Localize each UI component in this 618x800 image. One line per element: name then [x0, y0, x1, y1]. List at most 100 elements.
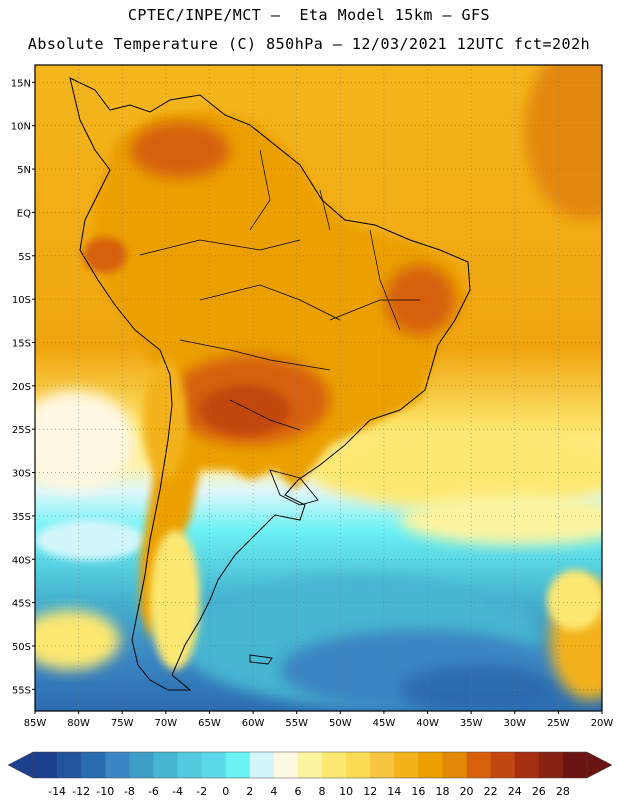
colorbar-box	[346, 752, 371, 778]
colorbar-box	[322, 752, 347, 778]
colorbar-label: 8	[319, 785, 326, 798]
arrow-right-icon	[586, 751, 613, 779]
lon-label: 20W	[591, 718, 614, 729]
colorbar-label: -6	[148, 785, 159, 798]
colorbar-label: -2	[196, 785, 207, 798]
lon-label: 25W	[547, 718, 570, 729]
colorbar-label: 28	[556, 785, 570, 798]
colorbar-label: 10	[339, 785, 353, 798]
lon-label: 30W	[503, 718, 526, 729]
arrow-left-icon	[7, 751, 34, 779]
colorbar-label: -12	[72, 785, 90, 798]
warm-tail-east-edge	[547, 570, 602, 630]
lat-label: 10N	[11, 122, 31, 133]
lon-label: 45W	[373, 718, 396, 729]
colorbar-label: 4	[270, 785, 277, 798]
lat-label: 40S	[12, 555, 31, 566]
colorbar-outline	[32, 751, 588, 779]
hot-core-chaco	[200, 385, 290, 435]
colorbar-box	[225, 752, 251, 778]
lat-label: 15S	[12, 338, 31, 349]
lat-label: 35S	[12, 512, 31, 523]
colorbar-label: 16	[411, 785, 425, 798]
country-borders	[139, 149, 420, 431]
colorbar-label: -10	[96, 785, 114, 798]
colorbar-box	[442, 752, 467, 778]
colorbar-box	[249, 752, 275, 778]
colorbar-box	[153, 752, 178, 778]
lon-label: 35W	[460, 718, 483, 729]
hot-spot-peru	[83, 237, 127, 273]
colorbar-box	[57, 752, 82, 778]
rio-de-la-plata-outline	[269, 469, 319, 506]
colorbar-label: 22	[484, 785, 498, 798]
subtropical-band	[310, 430, 602, 510]
lat-label: EQ	[17, 208, 31, 219]
map-subtitle: Absolute Temperature (C) 850hPa — 12/03/…	[27, 35, 591, 53]
lon-label: 55W	[285, 718, 308, 729]
colorbar-box	[514, 752, 540, 778]
latitude-labels: 15N 10N 5N EQ 5S 10S 15S 20S 25S 30S 35S 40S 45S 50S 5…	[11, 78, 31, 696]
colorbar-label: 18	[435, 785, 449, 798]
map-title: CPTEC/INPE/MCT — Eta Model 15km — GFS	[127, 6, 491, 24]
lat-label: 30S	[12, 469, 31, 480]
hot-spot-venezuela	[130, 122, 230, 178]
lon-label: 50W	[329, 718, 352, 729]
lat-label: 50S	[12, 642, 31, 653]
lat-label: 5S	[18, 252, 31, 263]
pacific-cool-patch	[35, 390, 135, 490]
lon-label: 75W	[111, 718, 134, 729]
colorbar-label: -14	[48, 785, 66, 798]
lon-label: 40W	[416, 718, 439, 729]
colorbar-label: -4	[172, 785, 183, 798]
colorbar-box	[538, 752, 564, 778]
lat-label: 45S	[12, 599, 31, 610]
colorbar-label: 26	[532, 785, 546, 798]
colorbar-label: 14	[387, 785, 401, 798]
colorbar-box	[562, 752, 588, 778]
pacific-warm-south	[35, 610, 120, 670]
colorbar-label: 0	[222, 785, 229, 798]
lat-label: 15N	[11, 78, 31, 89]
lon-label: 85W	[24, 718, 47, 729]
colorbar-boxes	[32, 751, 588, 779]
map-frame	[34, 64, 603, 712]
lon-label: 80W	[67, 718, 90, 729]
patagonia-cool	[150, 530, 200, 670]
lat-label: 5N	[17, 165, 31, 176]
colorbar-box	[129, 752, 154, 778]
colorbar-box	[105, 752, 130, 778]
colorbar-box	[297, 752, 323, 778]
colorbar-label: 2	[246, 785, 253, 798]
colorbar-box	[418, 752, 443, 778]
colorbar-label: 24	[508, 785, 522, 798]
colorbar-box	[81, 752, 106, 778]
colorbar-label: -8	[124, 785, 135, 798]
colorbar-box	[273, 752, 299, 778]
colorbar-box	[370, 752, 395, 778]
colorbar-label: 12	[363, 785, 377, 798]
colorbar-label: 6	[294, 785, 301, 798]
graticule	[32, 65, 603, 714]
cold-swirl-core	[400, 665, 560, 711]
andes-cooler	[143, 360, 187, 480]
temperature-field	[35, 65, 602, 711]
colorbar-labels: -14 -12 -10 -8 -6 -4 -2 0 2 4 6 8 10 12 14 16 18 20 22 24 26…	[48, 785, 570, 798]
colorbar-box	[33, 752, 58, 778]
lon-label: 60W	[242, 718, 265, 729]
lat-label: 20S	[12, 382, 31, 393]
lat-label: 25S	[12, 425, 31, 436]
colorbar-box	[394, 752, 419, 778]
colorbar-label: 20	[460, 785, 474, 798]
continent-outline	[69, 77, 471, 691]
colorbar-box	[466, 752, 491, 778]
lon-label: 70W	[155, 718, 178, 729]
colorbar-box	[177, 752, 202, 778]
pacific-cool-band	[35, 520, 145, 560]
colorbar: -14 -12 -10 -8 -6 -4 -2 0 2 4 6 8 10 12 14 16 18 20 22 24 26…	[7, 751, 613, 798]
falklands-outline	[249, 654, 273, 665]
subtropical-band-light	[400, 495, 602, 545]
colorbar-box	[490, 752, 516, 778]
lat-label: 55S	[12, 685, 31, 696]
